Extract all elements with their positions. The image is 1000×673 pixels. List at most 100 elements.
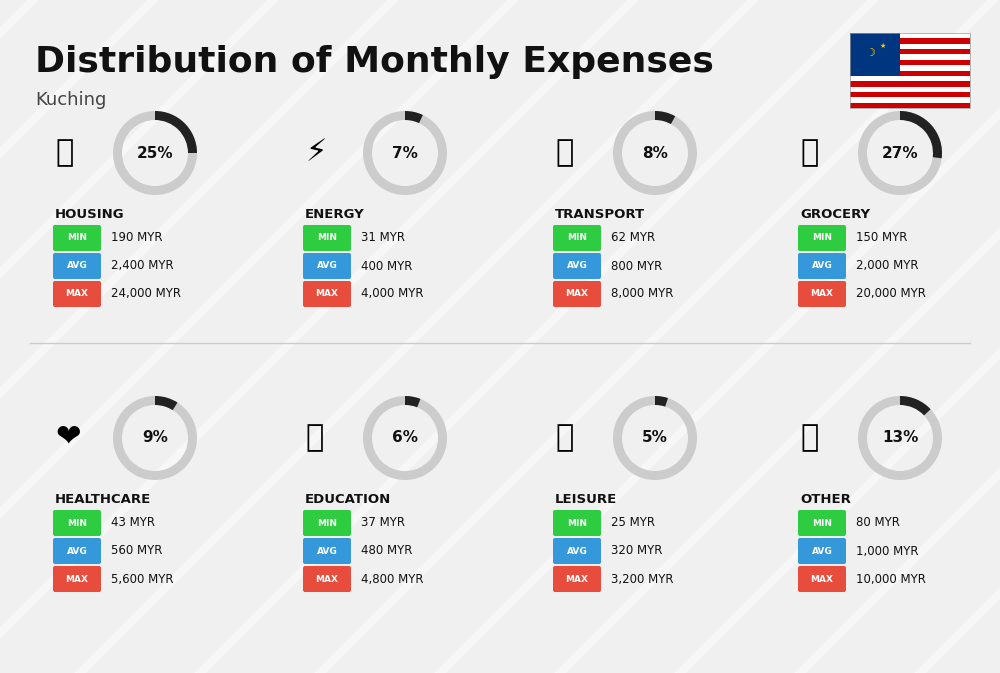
Text: LEISURE: LEISURE [555,493,617,506]
Text: MAX: MAX [316,575,338,583]
FancyBboxPatch shape [850,44,970,49]
Text: EDUCATION: EDUCATION [305,493,391,506]
FancyBboxPatch shape [798,510,846,536]
Text: 20,000 MYR: 20,000 MYR [856,287,926,301]
FancyBboxPatch shape [850,76,970,81]
Text: 31 MYR: 31 MYR [361,232,405,244]
Text: AVG: AVG [317,262,337,271]
Wedge shape [363,396,447,480]
Text: 🏢: 🏢 [55,139,73,168]
FancyBboxPatch shape [303,510,351,536]
Text: 9%: 9% [142,431,168,446]
Text: MIN: MIN [567,518,587,528]
FancyBboxPatch shape [850,33,970,38]
Text: 6%: 6% [392,431,418,446]
Text: 800 MYR: 800 MYR [611,260,662,273]
FancyBboxPatch shape [850,87,970,92]
Text: GROCERY: GROCERY [800,208,870,221]
Text: MIN: MIN [812,234,832,242]
FancyBboxPatch shape [850,71,970,76]
FancyBboxPatch shape [850,55,970,60]
Text: 13%: 13% [882,431,918,446]
Text: 2,400 MYR: 2,400 MYR [111,260,174,273]
Text: AVG: AVG [67,262,87,271]
Text: MIN: MIN [567,234,587,242]
Text: 🚌: 🚌 [555,139,573,168]
FancyBboxPatch shape [798,225,846,251]
FancyBboxPatch shape [850,98,970,103]
Text: 10,000 MYR: 10,000 MYR [856,573,926,586]
Text: MAX: MAX [66,289,88,299]
Text: ☽: ☽ [866,48,876,59]
Wedge shape [655,396,668,406]
Text: 80 MYR: 80 MYR [856,516,900,530]
Text: AVG: AVG [812,546,832,555]
Text: 320 MYR: 320 MYR [611,544,662,557]
Text: 43 MYR: 43 MYR [111,516,155,530]
FancyBboxPatch shape [303,225,351,251]
FancyBboxPatch shape [553,225,601,251]
Text: AVG: AVG [317,546,337,555]
Wedge shape [405,111,423,123]
Text: 1,000 MYR: 1,000 MYR [856,544,918,557]
Text: 🎓: 🎓 [305,423,323,452]
FancyBboxPatch shape [850,49,970,55]
Text: ★: ★ [880,43,886,49]
FancyBboxPatch shape [53,566,101,592]
FancyBboxPatch shape [303,281,351,307]
Text: MAX: MAX [566,289,588,299]
Text: MIN: MIN [67,234,87,242]
Text: AVG: AVG [812,262,832,271]
FancyBboxPatch shape [303,538,351,564]
FancyBboxPatch shape [798,281,846,307]
Text: 5%: 5% [642,431,668,446]
Text: MIN: MIN [317,234,337,242]
Text: 190 MYR: 190 MYR [111,232,162,244]
Text: 25%: 25% [137,145,173,160]
Text: Kuching: Kuching [35,91,106,109]
Text: MAX: MAX [811,575,834,583]
FancyBboxPatch shape [553,281,601,307]
Text: MAX: MAX [566,575,588,583]
Wedge shape [113,111,197,195]
Wedge shape [155,396,178,410]
Text: 37 MYR: 37 MYR [361,516,405,530]
FancyBboxPatch shape [850,103,970,108]
FancyBboxPatch shape [553,566,601,592]
FancyBboxPatch shape [798,538,846,564]
FancyBboxPatch shape [850,60,970,65]
FancyBboxPatch shape [850,65,970,71]
Wedge shape [900,111,942,158]
Text: MIN: MIN [317,518,337,528]
Text: 560 MYR: 560 MYR [111,544,162,557]
Text: HOUSING: HOUSING [55,208,125,221]
Text: 7%: 7% [392,145,418,160]
Text: AVG: AVG [567,546,587,555]
Text: ⚡: ⚡ [305,139,326,168]
FancyBboxPatch shape [53,510,101,536]
Wedge shape [405,396,420,407]
FancyBboxPatch shape [53,225,101,251]
Text: 150 MYR: 150 MYR [856,232,907,244]
Text: 💰: 💰 [800,423,818,452]
FancyBboxPatch shape [850,81,970,87]
FancyBboxPatch shape [850,33,900,76]
Text: 480 MYR: 480 MYR [361,544,412,557]
Text: HEALTHCARE: HEALTHCARE [55,493,151,506]
Wedge shape [363,111,447,195]
Text: MAX: MAX [316,289,338,299]
Wedge shape [858,111,942,195]
Text: ENERGY: ENERGY [305,208,365,221]
Text: TRANSPORT: TRANSPORT [555,208,645,221]
Text: MIN: MIN [812,518,832,528]
Text: 🛍: 🛍 [555,423,573,452]
Text: ❤: ❤ [55,423,80,452]
Text: 24,000 MYR: 24,000 MYR [111,287,181,301]
Wedge shape [155,111,197,153]
Text: 27%: 27% [882,145,918,160]
Wedge shape [613,396,697,480]
FancyBboxPatch shape [53,281,101,307]
Text: MAX: MAX [66,575,88,583]
FancyBboxPatch shape [53,253,101,279]
Wedge shape [900,396,931,415]
